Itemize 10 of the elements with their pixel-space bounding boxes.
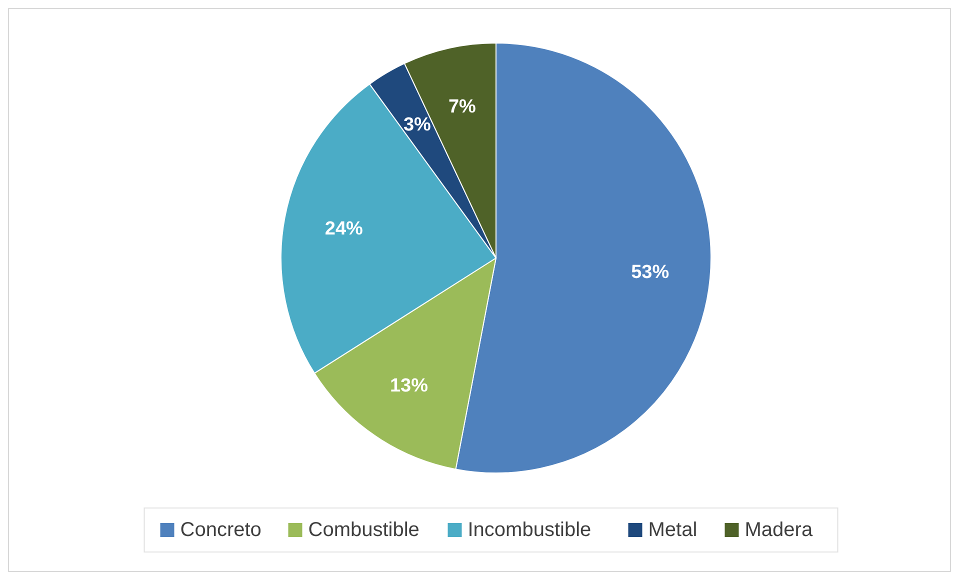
data-label: 24% <box>324 218 364 240</box>
legend-label: Metal <box>648 519 698 541</box>
data-label: 3% <box>403 114 432 136</box>
data-label: 53% <box>631 262 670 284</box>
legend-label: Combustible <box>308 519 420 541</box>
data-label: 13% <box>390 376 428 397</box>
legend-label: Concreto <box>180 519 262 541</box>
data-label: 7% <box>448 96 476 118</box>
legend-label: Incombustible <box>468 519 592 541</box>
legend-label: Madera <box>744 519 814 541</box>
